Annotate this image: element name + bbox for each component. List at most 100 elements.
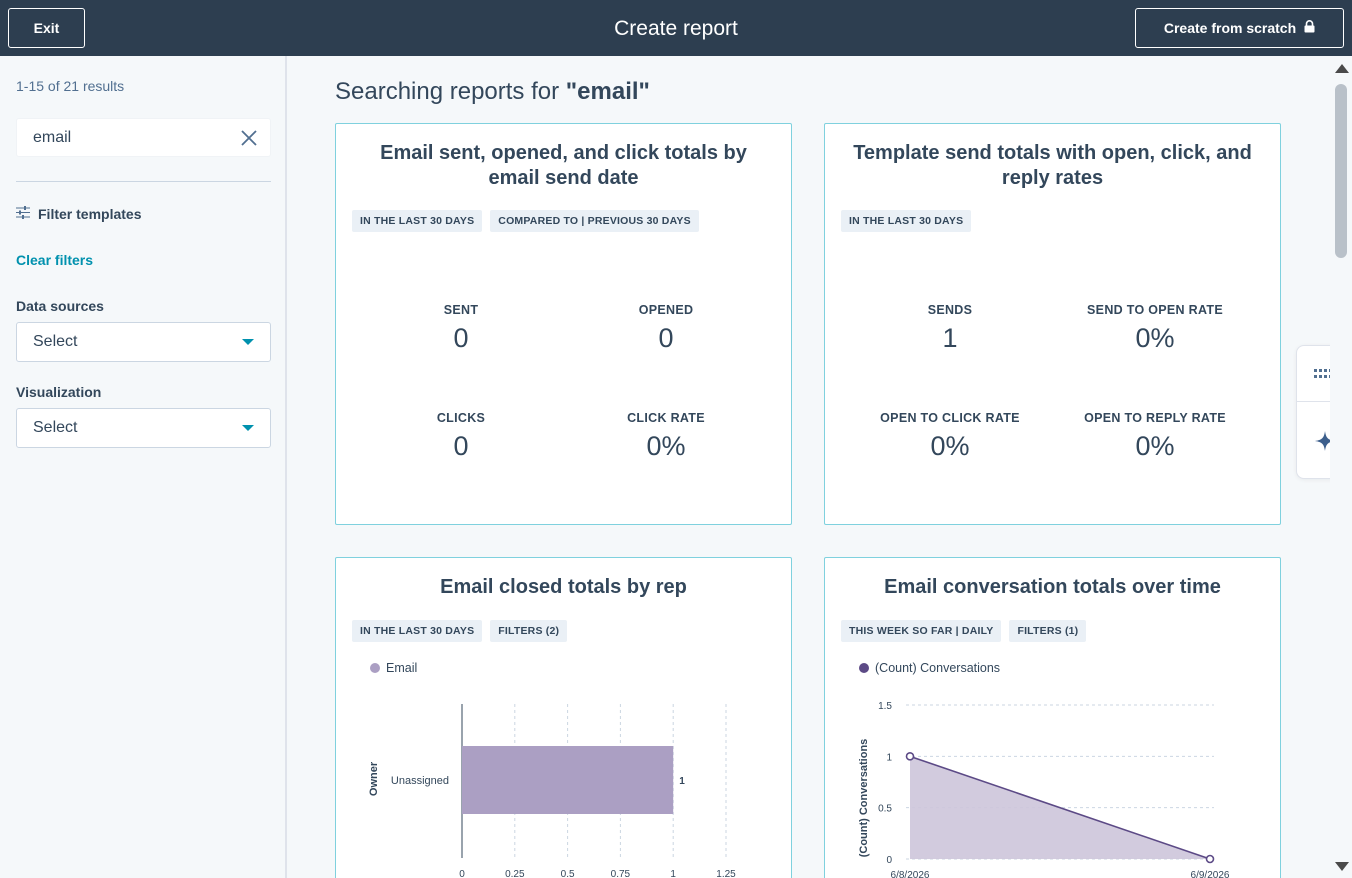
date-range-tag: IN THE LAST 30 DAYS: [352, 620, 483, 642]
kpi-label: OPEN TO CLICK RATE: [880, 411, 1020, 425]
kpi-label: OPENED: [638, 303, 694, 317]
kpi-value: 0%: [930, 431, 970, 461]
search-box: [16, 118, 271, 157]
report-card-email-conversations-over-time[interactable]: Email conversation totals over time THIS…: [824, 557, 1281, 878]
kpi-value: 0: [453, 323, 469, 353]
search-heading-term: "email": [565, 78, 650, 105]
card-title: Email closed totals by rep: [440, 576, 687, 598]
search-input[interactable]: [33, 128, 240, 147]
clear-filters-link[interactable]: Clear filters: [16, 252, 94, 268]
filters-tag: FILTERS (1): [1009, 620, 1087, 642]
legend-label: (Count) Conversations: [875, 661, 1001, 675]
data-sources-value: Select: [33, 333, 78, 350]
x-tick-label: 1: [670, 869, 676, 878]
date-range-tag: IN THE LAST 30 DAYS: [841, 210, 972, 232]
kpi-label: SENDS: [927, 303, 973, 317]
bar: [462, 746, 674, 814]
floating-divider: [1297, 401, 1352, 402]
kpi-value: 0%: [646, 431, 686, 461]
area-chart: 0 0.5 1 1.5 6/8/2026 6/9/2026 (Count) Conversa…: [858, 701, 1230, 878]
kpi-opened: OPENED 0: [561, 303, 771, 354]
x-tick-label: 0.75: [611, 869, 631, 878]
sparkle-icon[interactable]: [1297, 413, 1352, 469]
search-heading: Searching reports for "email": [335, 78, 650, 106]
card-title: Template send totals with open, click, a…: [853, 142, 1252, 189]
kpi-sends: SENDS 1: [845, 303, 1055, 354]
data-point: [1205, 854, 1215, 864]
card-title: Email sent, opened, and click totals by …: [380, 142, 747, 189]
chart-legend: Email: [370, 661, 417, 675]
card-title: Email conversation totals over time: [884, 576, 1221, 598]
visualization-select[interactable]: Select: [16, 408, 271, 448]
lock-icon: [1304, 20, 1315, 36]
scroll-up-arrow-icon[interactable]: [1335, 64, 1349, 73]
kpi-value: 0: [453, 431, 469, 461]
scroll-down-arrow-icon[interactable]: [1335, 862, 1349, 871]
chevron-down-icon: [242, 339, 254, 345]
report-results: Searching reports for "email" Email sent…: [289, 56, 1330, 878]
kpi-value: 0%: [1135, 323, 1175, 353]
x-tick-label: 0.25: [505, 869, 525, 878]
close-icon[interactable]: [240, 129, 258, 147]
area-fill: [910, 756, 1210, 859]
report-card-email-closed-by-rep[interactable]: Email closed totals by rep IN THE LAST 3…: [335, 557, 792, 878]
comparison-tag: COMPARED TO | PREVIOUS 30 DAYS: [490, 210, 699, 232]
x-tick-label: 1.25: [716, 869, 736, 878]
kpi-sent: SENT 0: [356, 303, 566, 354]
filters-tag: FILTERS (2): [490, 620, 568, 642]
y-axis-title: Owner: [368, 761, 380, 796]
card-tags: IN THE LAST 30 DAYS: [841, 210, 972, 232]
y-tick-label: 0: [886, 855, 892, 866]
kpi-click-rate: CLICK RATE 0%: [561, 411, 771, 462]
y-tick-label: Unassigned: [391, 775, 449, 787]
sidebar-divider: [16, 181, 271, 182]
create-from-scratch-label: Create from scratch: [1163, 20, 1297, 36]
filter-sidebar: 1-15 of 21 results Filter templates Clea…: [0, 56, 287, 878]
visualization-value: Select: [33, 419, 78, 436]
kpi-clicks: CLICKS 0: [356, 411, 566, 462]
scroll-thumb[interactable]: [1335, 84, 1347, 258]
visualization-label: Visualization: [16, 384, 102, 400]
kpi-value: 1: [942, 323, 958, 353]
card-tags: IN THE LAST 30 DAYS FILTERS (2): [352, 620, 568, 642]
x-tick-label: 0: [459, 869, 465, 878]
data-label: 1: [679, 776, 685, 787]
kpi-open-to-reply-rate: OPEN TO REPLY RATE 0%: [1050, 411, 1260, 462]
data-point: [905, 752, 915, 761]
card-tags: THIS WEEK SO FAR | DAILY FILTERS (1): [841, 620, 1087, 642]
filter-templates-label: Filter templates: [38, 206, 142, 222]
kpi-value: 0: [658, 323, 674, 353]
kpi-label: SENT: [443, 303, 479, 317]
x-tick-label: 0.5: [561, 869, 575, 878]
report-card-template-send-totals[interactable]: Template send totals with open, click, a…: [824, 123, 1281, 525]
date-range-tag: IN THE LAST 30 DAYS: [352, 210, 483, 232]
kpi-send-to-open-rate: SEND TO OPEN RATE 0%: [1050, 303, 1260, 354]
y-tick-label: 1: [886, 752, 892, 763]
create-from-scratch-button[interactable]: Create from scratch: [1135, 8, 1344, 48]
kpi-label: CLICKS: [436, 411, 486, 425]
x-tick-label: 6/9/2026: [1191, 870, 1230, 878]
bar-chart: 0 0.25 0.5 0.75 1 1.25 Unassigned 1 Owner: [368, 704, 736, 878]
y-tick-label: 1.5: [878, 701, 892, 712]
kpi-label: CLICK RATE: [627, 411, 705, 425]
kpi-label: OPEN TO REPLY RATE: [1084, 411, 1226, 425]
filter-templates-heading: Filter templates: [16, 206, 141, 222]
data-sources-label: Data sources: [16, 298, 104, 314]
main-scrollbar[interactable]: [1330, 56, 1352, 878]
legend-swatch: [859, 663, 869, 673]
series-line: [909, 755, 1211, 860]
kpi-label: SEND TO OPEN RATE: [1087, 303, 1223, 317]
results-count: 1-15 of 21 results: [16, 78, 125, 94]
chevron-down-icon: [242, 425, 254, 431]
data-sources-select[interactable]: Select: [16, 322, 271, 362]
x-tick-label: 6/8/2026: [891, 870, 930, 878]
exit-button[interactable]: Exit: [8, 8, 85, 48]
y-axis-title: (Count) Conversations: [858, 739, 870, 858]
legend-swatch: [370, 663, 380, 673]
legend-label: Email: [386, 661, 418, 675]
kpi-open-to-click-rate: OPEN TO CLICK RATE 0%: [845, 411, 1055, 462]
chart-legend: (Count) Conversations: [859, 661, 1000, 675]
report-card-email-sent-opened-clicks[interactable]: Email sent, opened, and click totals by …: [335, 123, 792, 525]
search-heading-prefix: Searching reports for: [335, 78, 560, 105]
y-tick-label: 0.5: [878, 804, 892, 815]
